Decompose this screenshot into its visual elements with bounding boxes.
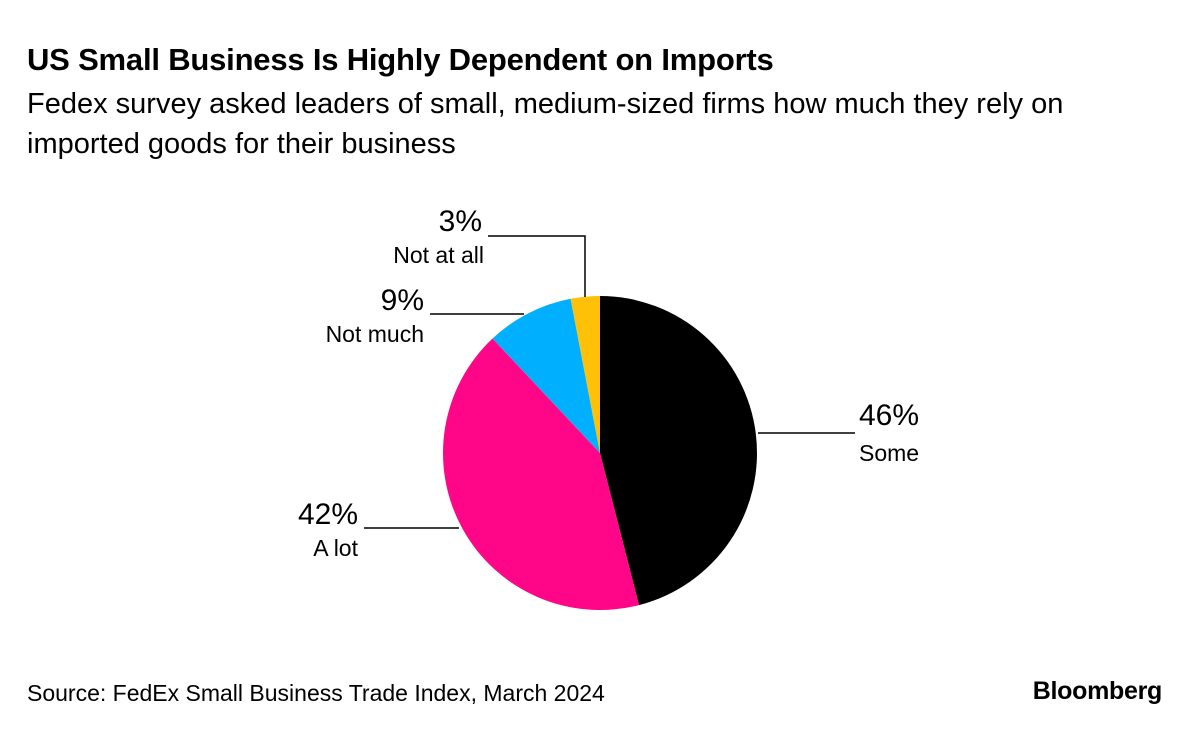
data-label-not-at-all: 3% (439, 205, 482, 238)
pie-slice-some (600, 296, 758, 606)
category-label-not-much: Not much (326, 321, 424, 347)
pie-labels: 46% Some 42% A lot 9% Not much 3% Not at all (298, 205, 919, 561)
pie-slice-not-much (492, 298, 600, 453)
chart-subtitle: Fedex survey asked leaders of small, med… (27, 88, 1064, 160)
source-note: Source: FedEx Small Business Trade Index… (27, 680, 605, 706)
chart-title: US Small Business Is Highly Dependent on… (27, 42, 774, 77)
pie-slice-not-at-all (570, 296, 600, 453)
category-label-not-at-all: Not at all (393, 242, 484, 268)
pie-slices (442, 296, 758, 610)
bloomberg-logo: Bloomberg (1032, 677, 1163, 705)
data-label-a-lot: 42% (298, 498, 358, 531)
data-label-not-much: 9% (381, 284, 424, 317)
data-label-some: 46% (859, 399, 919, 432)
category-label-some: Some (859, 440, 919, 466)
pie-slice-a-lot (442, 338, 640, 610)
leader-line-not-at-all (488, 235, 586, 297)
category-label-a-lot: A lot (313, 535, 358, 561)
